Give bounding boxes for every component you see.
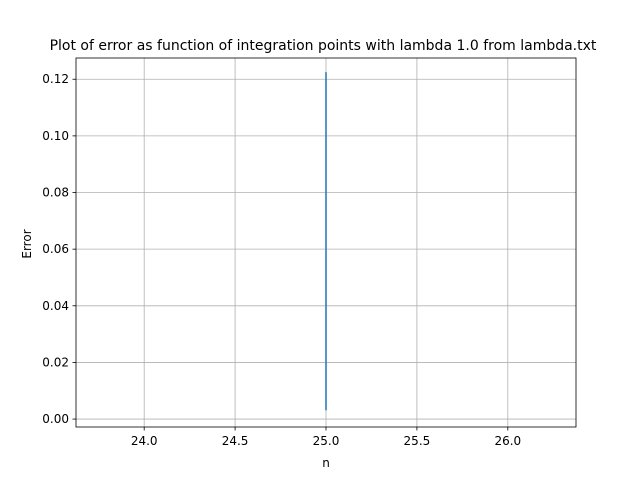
y-tick-label-0: 0.00	[42, 412, 69, 426]
y-tick-label-3: 0.06	[42, 242, 69, 256]
plot-area: 24.0 24.5 25.0 25.5 26.0 0.00 0.02 0.04 0.06 0.08…	[42, 57, 577, 448]
x-tick-label-1: 24.5	[222, 434, 249, 448]
x-axis-label: n	[322, 456, 330, 470]
x-tick-label-0: 24.0	[131, 434, 158, 448]
y-tick-label-1: 0.02	[42, 355, 69, 369]
y-axis-label: Error	[20, 229, 34, 258]
y-tick-label-6: 0.12	[42, 72, 69, 86]
y-tick-label-2: 0.04	[42, 299, 69, 313]
x-tick-label-2: 25.0	[313, 434, 340, 448]
y-tick-label-5: 0.10	[42, 129, 69, 143]
x-tick-label-3: 25.5	[404, 434, 431, 448]
chart-title: Plot of error as function of integration…	[50, 38, 597, 54]
x-tick-label-4: 26.0	[494, 434, 521, 448]
y-tick-label-4: 0.08	[42, 186, 69, 200]
